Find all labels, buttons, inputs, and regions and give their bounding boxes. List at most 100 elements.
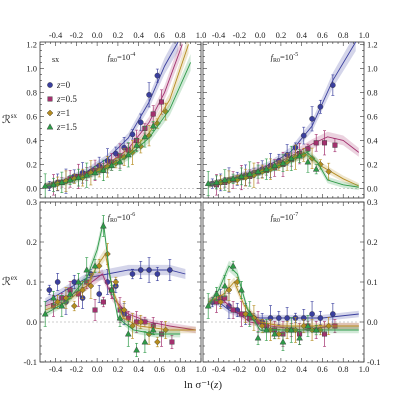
x-tick-label: 0.0 [92, 364, 103, 374]
x-tick-label: 0.2 [113, 30, 124, 40]
data-point [150, 111, 156, 117]
data-point [133, 346, 140, 353]
x-tick-label: -0.2 [233, 30, 246, 40]
error-band-z=1.5 [208, 148, 359, 191]
y-tick-label: 0.3 [26, 197, 37, 207]
plot-area [203, 260, 364, 351]
data-point [46, 287, 53, 293]
panel-tag: sx [52, 55, 59, 64]
x-tick-label: -0.2 [70, 364, 83, 374]
data-point [129, 131, 136, 138]
data-point [116, 158, 124, 165]
x-tick-label: 1.0 [359, 30, 370, 40]
data-point [50, 294, 57, 301]
panel-title: fR0=10-6 [108, 212, 136, 224]
data-point [230, 307, 236, 313]
data-point [287, 154, 295, 161]
x-tick-label: 1.0 [196, 364, 207, 374]
panel-bottom-left: -0.4 -0.2 0.0 0.2 0.4 0.6 0.8 1.0 -0.1 0.0 0.1 0.2 0… [24, 197, 207, 374]
plot-area [203, 42, 364, 197]
data-point [221, 176, 229, 183]
x-tick-label: 0.2 [276, 364, 287, 374]
data-point [112, 278, 120, 286]
data-point [141, 338, 149, 345]
data-point [154, 338, 161, 346]
data-point [108, 161, 116, 169]
legend-label: z=0.5 [56, 94, 77, 104]
data-point [312, 165, 320, 172]
data-point [325, 322, 332, 330]
y-axis-title: ℛex [2, 274, 18, 288]
x-tick-label: -0.4 [49, 30, 63, 40]
data-point [137, 143, 145, 150]
data-point [66, 176, 74, 183]
x-tick-label: -0.2 [233, 364, 246, 374]
data-point [129, 271, 136, 277]
data-point [258, 322, 266, 330]
plot-area [40, 214, 201, 358]
panel-title: fR0=10-7 [271, 212, 299, 224]
y-tick-label: 1.0 [367, 63, 378, 73]
data-point [41, 310, 49, 317]
data-point [217, 298, 224, 306]
legend: z=0 z=0.5 z=1 z=1.5 [46, 80, 77, 132]
data-point [58, 178, 66, 185]
data-point [229, 175, 237, 182]
y-tick-label: 0.2 [26, 159, 37, 169]
data-point [317, 104, 324, 110]
data-point [108, 286, 116, 293]
data-point [149, 326, 157, 333]
panel-title: fR0=10-5 [271, 52, 299, 64]
x-tick-label: 0.8 [338, 30, 349, 40]
data-point [79, 286, 86, 294]
data-point [169, 339, 175, 345]
x-tick-label: 1.0 [196, 30, 207, 40]
data-point [309, 116, 315, 122]
data-point [254, 167, 262, 175]
data-point [325, 168, 332, 175]
legend-marker [46, 109, 54, 117]
y-tick-label: -0.1 [24, 357, 37, 367]
data-point [41, 182, 49, 189]
x-tick-label: 0.8 [175, 30, 186, 40]
data-point [146, 267, 152, 273]
data-point [159, 99, 165, 105]
y-tick-label: 0.0 [367, 317, 378, 327]
data-point [149, 122, 157, 129]
y-tick-label: 0.0 [26, 183, 37, 193]
data-point [271, 161, 279, 169]
legend-label: z=0 [56, 80, 71, 90]
data-point [154, 72, 161, 79]
data-point [146, 92, 152, 98]
y-tick-label: 0.6 [26, 111, 37, 121]
x-tick-label: 0.2 [276, 30, 287, 40]
data-point [330, 82, 336, 88]
data-point [317, 315, 324, 321]
data-point [263, 326, 270, 333]
curve-z=1.5 [207, 265, 359, 331]
data-point [271, 330, 279, 337]
data-point [50, 181, 57, 188]
x-tick-label: -0.2 [70, 30, 83, 40]
data-point [221, 282, 229, 289]
data-point [62, 294, 70, 302]
y-tick-label: -0.1 [367, 357, 380, 367]
data-point [332, 142, 338, 148]
y-tick-label: 0.3 [367, 197, 378, 207]
y-tick-label: 0.6 [367, 111, 378, 121]
data-point [284, 315, 290, 321]
y-tick-label: 1.2 [367, 39, 378, 49]
error-band-z=0 [208, 42, 356, 188]
panel-frame [202, 201, 365, 363]
data-point [137, 267, 144, 273]
data-point [312, 326, 320, 333]
data-point [305, 146, 311, 152]
data-point [83, 171, 91, 178]
data-point [137, 318, 145, 326]
data-point [162, 326, 169, 334]
data-point [300, 132, 307, 139]
x-tick-label: 0.8 [175, 364, 186, 374]
data-point [91, 169, 99, 176]
x-tick-label: 0.4 [133, 30, 144, 40]
y-axis-title: ℛsx [2, 112, 18, 126]
